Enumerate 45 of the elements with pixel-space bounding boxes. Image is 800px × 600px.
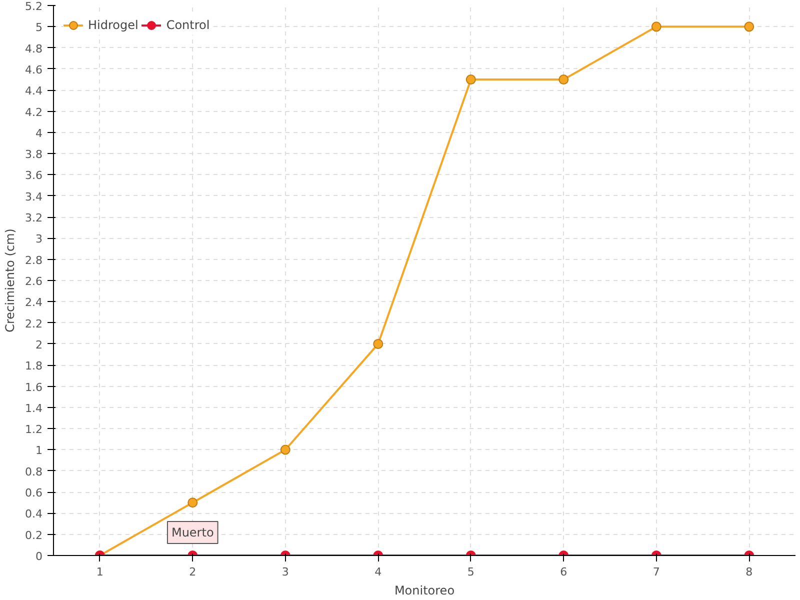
y-tick-label: 0 — [36, 550, 42, 563]
x-tick-label: 6 — [560, 566, 568, 578]
y-tick-label: 4.6 — [25, 63, 43, 76]
y-tick-label: 0.6 — [25, 486, 43, 500]
y-tick-label: 1.8 — [25, 360, 43, 373]
y-tick-label: 2.8 — [25, 254, 43, 267]
legend-label: Control — [166, 18, 210, 32]
y-tick-label: 3.6 — [25, 169, 43, 182]
x-tick-label: 5 — [467, 566, 474, 578]
legend-label: Hidrogel — [88, 18, 138, 32]
y-tick-label: 1.4 — [25, 402, 43, 415]
point — [651, 22, 662, 32]
x-tick-label: 8 — [746, 566, 753, 578]
y-tick-label: 3 — [36, 232, 42, 246]
y-tick-label: 0.2 — [25, 528, 43, 542]
y-tick-label: 4.2 — [25, 106, 43, 119]
y-tick-label: 0.4 — [25, 508, 43, 521]
point — [373, 338, 384, 349]
y-tick-label: 1.6 — [25, 380, 43, 394]
y-tick-label: 0.8 — [25, 465, 43, 478]
y-tick-label: 4.4 — [25, 84, 43, 98]
x-tick-label: 4 — [374, 566, 382, 578]
y-tick-label: 3.4 — [25, 190, 43, 204]
y-tick-label: 4.8 — [25, 42, 43, 56]
y-tick-label: 2.2 — [25, 317, 43, 330]
y-tick-label: 3.2 — [25, 212, 43, 225]
point — [466, 74, 476, 85]
x-tick-label: 7 — [652, 566, 660, 578]
y-tick-label: 3.8 — [25, 148, 43, 162]
x-tick-label: 1 — [96, 566, 104, 578]
y-tick-label: 5.2 — [25, 0, 43, 13]
y-tick-label: 2.6 — [25, 275, 43, 288]
x-tick-label: 3 — [282, 566, 289, 578]
x-axis-title: Monitoreo — [394, 584, 455, 598]
point — [558, 74, 569, 85]
annotation: Muerto — [171, 526, 214, 540]
y-tick-label: 1 — [36, 444, 42, 458]
y-tick-label: 5 — [36, 21, 42, 34]
y-tick-label: 2.4 — [25, 296, 43, 310]
point — [744, 22, 754, 32]
y-tick-label: 4 — [36, 126, 42, 140]
y-tick-label: 1.2 — [25, 423, 43, 436]
y-tick-label: 2 — [36, 338, 42, 352]
x-tick-label: 2 — [189, 566, 196, 578]
y-axis-title: Crecimiento (cm) — [3, 228, 18, 332]
